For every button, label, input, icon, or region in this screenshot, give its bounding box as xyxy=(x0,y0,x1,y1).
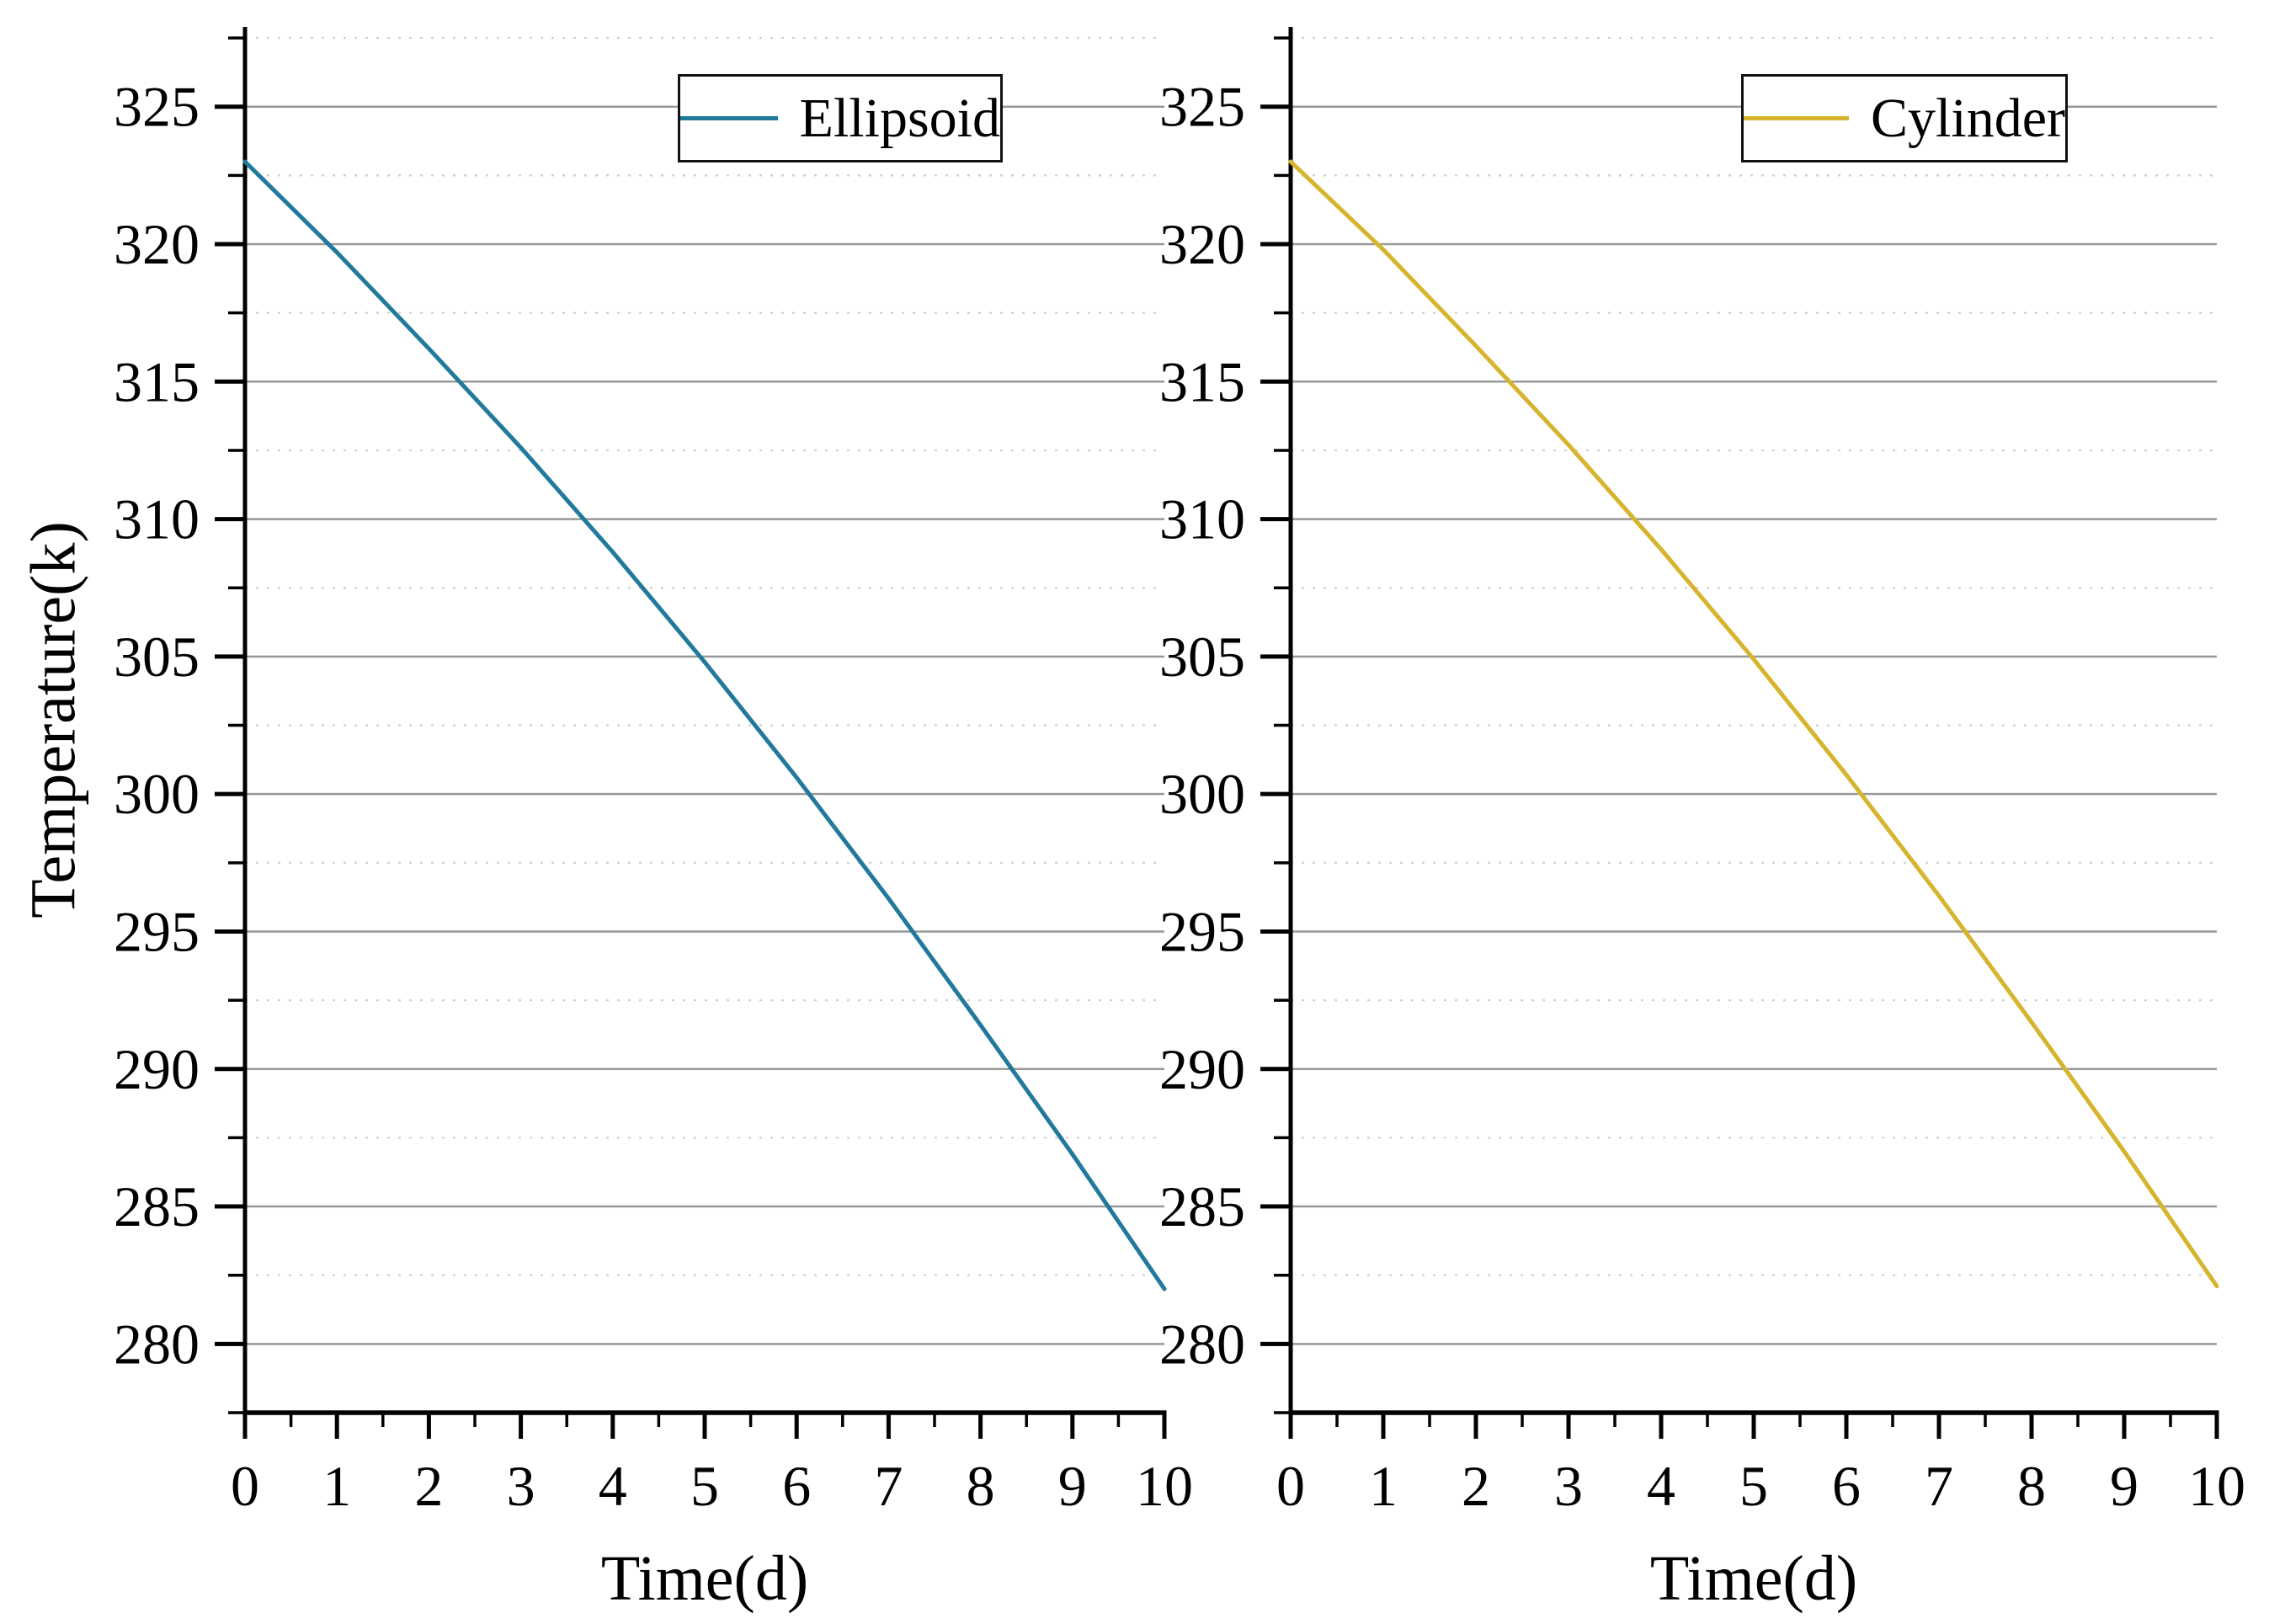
x-tick-label: 6 xyxy=(782,1454,811,1518)
y-axis-title: Temperature(k) xyxy=(18,521,89,918)
y-tick-label: 295 xyxy=(1159,899,1245,963)
x-tick-label: 1 xyxy=(322,1454,351,1518)
y-tick-label: 300 xyxy=(114,762,200,826)
y-tick-label: 320 xyxy=(1159,212,1245,276)
x-axis-title-right: Time(d) xyxy=(1649,1543,1858,1614)
series-line xyxy=(242,159,1167,1291)
y-tick-label: 310 xyxy=(114,487,200,551)
x-tick-label: 9 xyxy=(1058,1454,1087,1518)
x-tick-label: 9 xyxy=(2110,1454,2139,1518)
x-tick-label: 5 xyxy=(1739,1454,1768,1518)
x-tick-label: 10 xyxy=(1136,1454,1193,1518)
y-tick-label: 300 xyxy=(1159,762,1245,826)
ellipsoid-legend-line-swatch xyxy=(680,116,778,120)
ellipsoid-legend-label: Ellipsoid xyxy=(799,87,1000,149)
x-tick-label: 8 xyxy=(2017,1454,2046,1518)
cylinder-legend-label: Cylinder xyxy=(1871,87,2065,149)
y-tick-label: 290 xyxy=(1159,1037,1245,1101)
y-tick-label: 315 xyxy=(114,349,200,413)
y-tick-label: 315 xyxy=(1159,349,1245,413)
x-tick-label: 8 xyxy=(967,1454,995,1518)
x-tick-label: 7 xyxy=(1925,1454,1953,1518)
y-tick-label: 290 xyxy=(114,1037,200,1101)
x-tick-label: 10 xyxy=(2188,1454,2245,1518)
y-tick-label: 325 xyxy=(1159,75,1245,139)
x-tick-label: 7 xyxy=(874,1454,903,1518)
x-tick-label: 6 xyxy=(1832,1454,1861,1518)
x-tick-label: 3 xyxy=(507,1454,535,1518)
y-tick-label: 305 xyxy=(1159,625,1245,689)
x-tick-label: 5 xyxy=(690,1454,719,1518)
y-tick-label: 325 xyxy=(114,75,200,139)
x-tick-label: 3 xyxy=(1554,1454,1583,1518)
y-tick-label: 280 xyxy=(114,1312,200,1376)
y-tick-label: 285 xyxy=(114,1174,200,1238)
x-tick-label: 4 xyxy=(599,1454,627,1518)
y-tick-label: 295 xyxy=(114,899,200,963)
y-tick-label: 280 xyxy=(1159,1312,1245,1376)
cylinder-legend: Cylinder xyxy=(1741,74,2068,162)
x-tick-label: 2 xyxy=(414,1454,443,1518)
ellipsoid-legend: Ellipsoid xyxy=(678,74,1003,162)
y-tick-label: 305 xyxy=(114,625,200,689)
y-tick-label: 285 xyxy=(1159,1174,1245,1238)
x-tick-label: 4 xyxy=(1647,1454,1675,1518)
y-tick-label: 310 xyxy=(1159,487,1245,551)
x-tick-label: 2 xyxy=(1462,1454,1490,1518)
x-tick-label: 1 xyxy=(1369,1454,1398,1518)
cylinder-legend-line-swatch xyxy=(1744,116,1850,120)
y-tick-label: 320 xyxy=(114,212,200,276)
x-tick-label: 0 xyxy=(1276,1454,1305,1518)
series-line xyxy=(1288,159,2219,1289)
x-tick-label: 0 xyxy=(231,1454,259,1518)
x-axis-title-left: Time(d) xyxy=(600,1543,809,1614)
